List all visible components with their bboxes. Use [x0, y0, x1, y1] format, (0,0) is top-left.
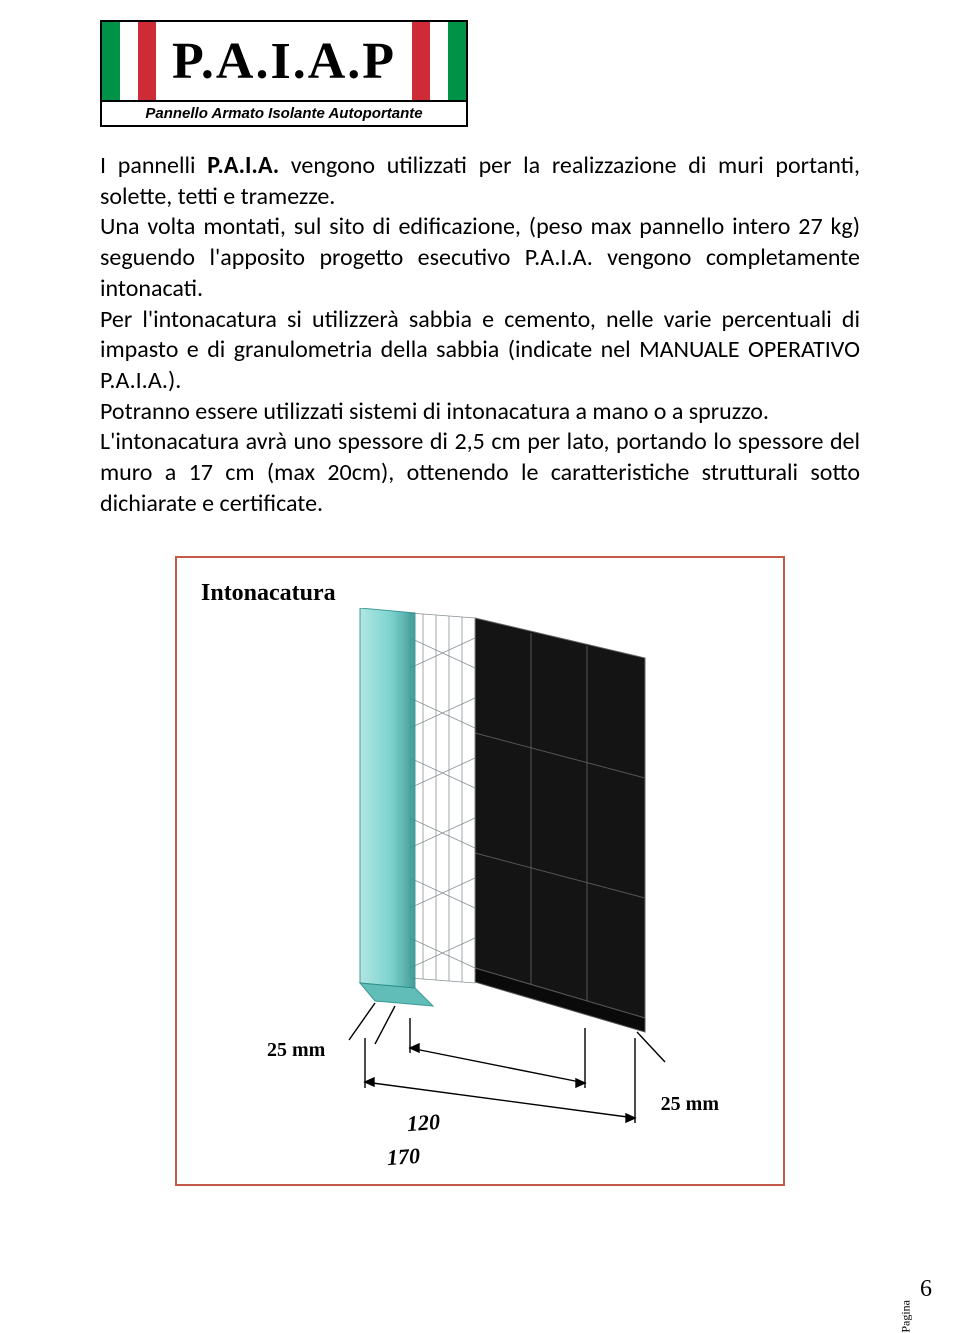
wire-mesh [410, 613, 475, 983]
para-5: L'intonacatura avrà uno spessore di 2,5 … [100, 427, 860, 519]
flag-white [120, 22, 138, 100]
para-1: I pannelli P.A.I.A. vengono utilizzati p… [100, 151, 860, 212]
page-n: 6 [920, 1276, 932, 1302]
flag-red [138, 22, 156, 100]
page-label: Pagina [899, 1300, 914, 1333]
body-text: I pannelli P.A.I.A. vengono utilizzati p… [100, 151, 860, 520]
logo: P.A.I.A.P Pannello Armato Isolante Autop… [100, 20, 468, 127]
dim-120: 120 [406, 1109, 441, 1137]
dim-170: 170 [386, 1143, 421, 1171]
figure-title: Intonacatura [201, 580, 336, 607]
flag-green [102, 22, 120, 100]
p1-a: I pannelli [100, 151, 207, 180]
para-2: Una volta montati, sul sito di edificazi… [100, 212, 860, 304]
flag-red-r [412, 22, 430, 100]
figure-intonacatura: Intonacatura [175, 556, 785, 1186]
para-3: Per l'intonacatura si utilizzerà sabbia … [100, 305, 860, 397]
dim-25-left: 25 mm [267, 1039, 325, 1062]
logo-text: P.A.I.A.P [156, 22, 412, 100]
logo-subtitle: Pannello Armato Isolante Autoportante [102, 100, 466, 125]
para-4: Potranno essere utilizzati sistemi di in… [100, 397, 860, 428]
page-number: Pagina6 [887, 1276, 932, 1303]
p1-b: P.A.I.A. [207, 151, 279, 180]
rear-panel [475, 618, 645, 1018]
logo-top: P.A.I.A.P [102, 22, 466, 100]
flag-white-r [430, 22, 448, 100]
panel-diagram [265, 608, 695, 1128]
dim-25-right: 25 mm [661, 1093, 719, 1116]
flag-green-r [448, 22, 466, 100]
